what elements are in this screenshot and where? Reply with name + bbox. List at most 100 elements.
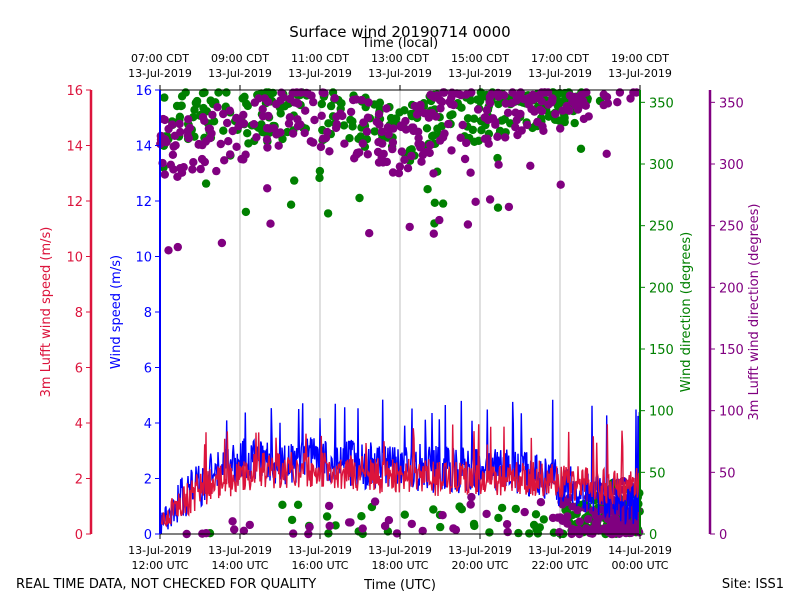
lufft_direction-point (358, 524, 367, 533)
lufft_direction-point (395, 162, 405, 171)
lufft_direction-point (451, 525, 461, 535)
x-tick-label-date: 13-Jul-2019 (528, 544, 592, 557)
direction-point (240, 92, 249, 102)
direction-point (485, 528, 494, 537)
lufft_direction-point (523, 120, 532, 130)
lufft_direction-point (535, 105, 545, 115)
lufft_direction-point (224, 137, 233, 146)
direction-point (287, 515, 297, 525)
lufft_direction-point (223, 118, 232, 128)
y-tick-label: 2 (144, 473, 152, 488)
direction-point (436, 522, 445, 532)
direction-point (209, 117, 219, 126)
lufft_direction-point (431, 112, 441, 121)
lufft_direction-point (276, 96, 285, 105)
lufft_direction-point (293, 98, 302, 108)
top-tick-label-time: 13:00 CDT (371, 52, 429, 65)
lufft_direction-point (353, 148, 362, 158)
direction-point (355, 193, 364, 203)
direction-point (175, 112, 185, 122)
lufft_direction-point (482, 105, 492, 115)
lufft_direction-point (491, 120, 500, 129)
y-tick-label: 200 (719, 281, 744, 296)
y-tick-label: 8 (144, 306, 152, 321)
lufft_direction-point (176, 127, 185, 137)
y-tick-label: 250 (649, 220, 674, 235)
direction-point (201, 179, 211, 188)
lufft_direction-point (407, 151, 416, 161)
lufft_direction-point (228, 517, 237, 526)
lufft_direction-point (380, 521, 390, 531)
lufft_direction-point (234, 122, 243, 131)
lufft_direction-point (447, 146, 456, 155)
lufft_direction-point (208, 110, 217, 120)
direction-point (477, 126, 486, 135)
lufft_direction-point (177, 168, 187, 177)
lufft_direction-point (184, 115, 193, 124)
lufft_direction-point (321, 133, 331, 143)
lufft_direction-point (189, 158, 198, 167)
lufft_direction-point (216, 139, 225, 149)
lufft_direction-point (382, 157, 391, 167)
y-tick-label: 100 (719, 405, 744, 420)
lufft_direction-point (200, 116, 209, 126)
x-tick-label-date: 13-Jul-2019 (128, 544, 192, 557)
direction-point (400, 510, 409, 519)
direction-point (315, 166, 325, 176)
y-tick-label: 300 (649, 158, 674, 173)
x-tick-label-time: 00:00 UTC (611, 559, 668, 572)
direction-point (286, 200, 296, 209)
y-tick-label: 4 (75, 417, 83, 432)
top-axis-title: Time (local) (361, 36, 438, 51)
direction-point (463, 114, 473, 123)
lufft_direction-point (330, 94, 339, 103)
direction-point (315, 173, 324, 183)
lufft_direction-point (436, 104, 445, 113)
lufft_direction-point (219, 109, 228, 119)
lufft_direction-point (263, 143, 272, 152)
lufft_direction-point (418, 526, 427, 536)
lufft_direction-point (266, 219, 275, 228)
direction-point (278, 134, 287, 144)
lufft_direction-point (188, 165, 197, 174)
lufft_direction-point (293, 122, 303, 131)
lufft_direction-point (225, 150, 235, 159)
y-axis-lufft_direction: 0 50 100 150 200 250 300 350 3m Lufft wind direc… (708, 90, 762, 543)
lufft_direction-point (310, 115, 319, 125)
y-tick-label: 150 (719, 343, 744, 358)
lufft_direction-point (388, 138, 398, 147)
x-tick-label-date: 13-Jul-2019 (208, 544, 272, 557)
direction-point (430, 198, 439, 207)
footer-quality-note: REAL TIME DATA, NOT CHECKED FOR QUALITY (16, 577, 316, 592)
y-tick-label: 350 (649, 96, 674, 111)
y-tick-label: 12 (135, 195, 152, 210)
direction-point (345, 134, 354, 143)
lufft_direction-point (613, 98, 622, 107)
lufft_direction-point (374, 110, 384, 119)
lufft_direction-point (426, 90, 435, 100)
top-tick-label-date: 13-Jul-2019 (608, 67, 672, 80)
lufft_direction-point (555, 528, 564, 537)
lufft_direction-point (324, 501, 334, 511)
y-tick-label: 2 (75, 473, 83, 488)
y-axis-label: Wind direction (degrees) (679, 232, 694, 392)
lufft_direction-point (365, 229, 374, 238)
lufft_direction-point (405, 222, 414, 232)
lufft_direction-point (466, 168, 475, 177)
lufft_direction-point (548, 513, 558, 523)
lufft_direction-point (301, 106, 310, 115)
direction-point (290, 176, 299, 185)
lufft_direction-point (370, 497, 380, 506)
direction-point (514, 528, 523, 538)
y-tick-label: 350 (719, 96, 744, 111)
lufft_direction-point (288, 88, 298, 97)
lufft_direction-point (232, 113, 241, 123)
y-tick-label: 200 (649, 281, 674, 296)
lufft_direction-point (220, 156, 229, 165)
lufft_direction-point (504, 202, 514, 212)
lufft_direction-point (264, 111, 273, 121)
lufft_direction-point (432, 91, 442, 100)
direction-point (570, 118, 579, 128)
direction-point (468, 125, 477, 135)
y-tick-label: 16 (66, 84, 83, 99)
